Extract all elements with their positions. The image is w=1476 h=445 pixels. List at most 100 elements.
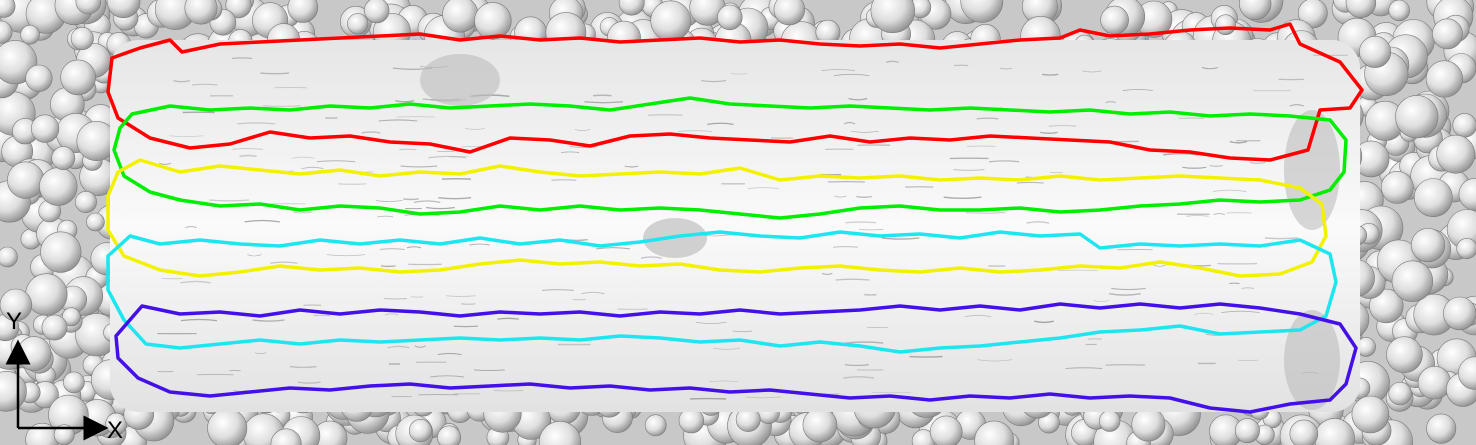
surface-ripple (709, 380, 739, 383)
powder-sphere (41, 314, 68, 341)
surface-ripple (1264, 237, 1298, 240)
powder-sphere (1391, 260, 1434, 302)
powder-sphere (287, 0, 319, 23)
surface-ripple (1241, 287, 1255, 290)
surface-ripple (474, 369, 505, 372)
surface-ripple (301, 166, 324, 170)
powder-sphere (0, 20, 13, 44)
surface-ripple (428, 155, 466, 159)
surface-ripple (1082, 70, 1102, 73)
track-end-shadow (1284, 310, 1340, 410)
surface-ripple (469, 243, 490, 246)
surface-ripple (1182, 166, 1207, 169)
powder-sphere (1386, 336, 1423, 374)
powder-sphere (1239, 0, 1272, 20)
powder-sphere (802, 407, 838, 443)
surface-ripple (180, 318, 218, 322)
powder-sphere (870, 0, 915, 34)
surface-ripple (316, 160, 356, 163)
surface-ripple (953, 169, 985, 172)
surface-ripple (1034, 320, 1054, 324)
track-outline-purple (114, 302, 1358, 414)
surface-ripple (886, 60, 899, 63)
surface-ripple (270, 261, 298, 264)
surface-ripple (592, 94, 612, 97)
surface-ripple (701, 80, 727, 83)
surface-ripple (821, 273, 833, 275)
surface-ripple (821, 69, 855, 71)
surface-ripple (497, 317, 519, 320)
surface-ripple (989, 160, 1020, 163)
powder-sphere (1215, 14, 1236, 36)
surface-ripple (1111, 287, 1146, 291)
surface-ripple (400, 165, 438, 168)
surface-ripple (833, 73, 870, 76)
surface-ripple (843, 376, 875, 379)
powder-sphere (538, 421, 582, 445)
surface-ripple (465, 127, 485, 130)
powder-sphere (1380, 170, 1414, 204)
surface-ripple (833, 246, 858, 248)
surface-ripple (430, 375, 464, 378)
powder-sphere (61, 307, 81, 327)
powder-sphere (773, 0, 805, 26)
powder-sphere (1289, 419, 1319, 445)
surface-ripple (185, 226, 198, 229)
surface-ripple (1289, 104, 1305, 107)
track-outlines (106, 22, 1364, 414)
surface-ripple (438, 197, 472, 200)
surface-ripple (834, 195, 847, 198)
powder-sphere (1458, 356, 1476, 390)
powder-sphere (650, 0, 692, 42)
surface-ripple (624, 165, 639, 168)
surface-ripple (1065, 367, 1103, 369)
surface-ripple (1048, 125, 1077, 127)
powder-sphere (442, 0, 479, 33)
surface-ripple (406, 246, 422, 249)
powder-sphere (25, 273, 68, 316)
surface-ripple (425, 206, 455, 210)
surface-ripple (1201, 67, 1219, 70)
powder-sphere (16, 336, 52, 371)
track-outline-cyan (106, 230, 1338, 354)
powder-sphere (1359, 35, 1392, 68)
powder-sphere (364, 0, 390, 24)
surface-ripple (835, 278, 870, 281)
surface-ripple (387, 345, 410, 349)
surface-ripple (1229, 140, 1248, 144)
surface-ripple (1249, 161, 1266, 164)
surface-ripple (596, 247, 630, 250)
surface-ripple (291, 156, 315, 159)
surface-ripple (745, 396, 782, 399)
powder-sphere (1297, 0, 1328, 29)
powder-sphere (74, 191, 97, 214)
surface-ripple (977, 359, 1013, 362)
surface-ripple (252, 319, 285, 322)
powder-sphere (437, 425, 462, 445)
surface-ripple (541, 289, 574, 291)
surface-ripple (732, 330, 752, 333)
powder-sphere (1351, 395, 1390, 434)
surface-ripple (695, 321, 727, 324)
powder-sphere (1413, 178, 1453, 218)
surface-ripple (713, 347, 740, 350)
surface-ripple (640, 256, 662, 259)
surface-ripple (1041, 73, 1059, 76)
surface-ripple (173, 79, 190, 83)
powder-sphere (1456, 238, 1476, 259)
powder-sphere (1388, 0, 1410, 22)
powder-sphere (39, 167, 78, 206)
surface-ripple (1213, 213, 1225, 215)
surface-ripple (361, 131, 381, 134)
surface-ripple (313, 314, 331, 317)
surface-ripple (1105, 100, 1116, 104)
surface-ripple (851, 130, 879, 133)
powder-sphere (1100, 5, 1129, 35)
powder-sphere (1443, 296, 1476, 331)
surface-ripple (414, 345, 426, 348)
surface-ripple (647, 114, 683, 116)
powder-sphere (63, 371, 85, 394)
axis-indicator (5, 339, 109, 441)
x-axis-label: X (107, 417, 124, 444)
